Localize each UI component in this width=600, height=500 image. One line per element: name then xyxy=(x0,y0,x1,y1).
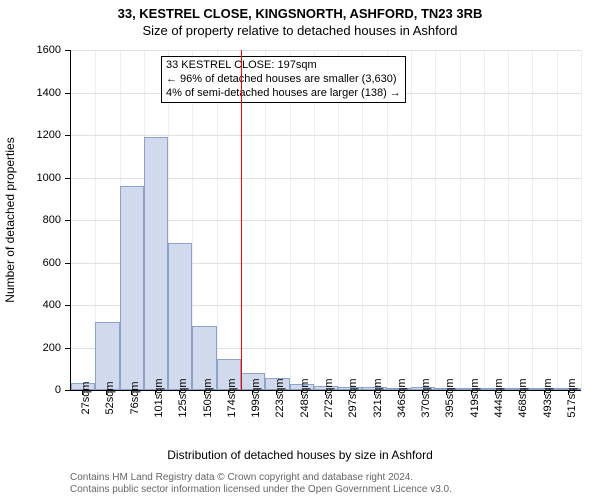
y-tick-label: 0 xyxy=(55,384,61,396)
x-tick-label: 468sqm xyxy=(517,378,529,417)
chart-container: 33, KESTREL CLOSE, KINGSNORTH, ASHFORD, … xyxy=(0,0,600,500)
y-tick-label: 400 xyxy=(43,299,61,311)
x-tick-label: 248sqm xyxy=(299,378,311,417)
annotation-line-3: 4% of semi-detached houses are larger (1… xyxy=(166,87,401,101)
histogram-bar xyxy=(95,322,119,390)
y-tick-label: 1000 xyxy=(37,172,61,184)
annotation-line-2: ← 96% of detached houses are smaller (3,… xyxy=(166,73,401,87)
x-tick-label: 297sqm xyxy=(347,378,359,417)
x-tick-label: 346sqm xyxy=(396,378,408,417)
x-tick-label: 27sqm xyxy=(80,381,92,414)
y-axis-ticks: 02004006008001000120014001600 xyxy=(0,50,65,390)
x-axis-ticks: 27sqm52sqm76sqm101sqm125sqm150sqm174sqm1… xyxy=(70,390,580,450)
x-tick-label: 101sqm xyxy=(153,378,165,417)
chart-title: 33, KESTREL CLOSE, KINGSNORTH, ASHFORD, … xyxy=(0,0,600,21)
x-tick-label: 150sqm xyxy=(202,378,214,417)
chart-subtitle: Size of property relative to detached ho… xyxy=(0,21,600,38)
histogram-bar xyxy=(144,137,168,390)
x-tick-label: 76sqm xyxy=(129,381,141,414)
footer: Contains HM Land Registry data © Crown c… xyxy=(70,472,452,496)
x-tick-label: 52sqm xyxy=(104,381,116,414)
x-tick-label: 395sqm xyxy=(444,378,456,417)
x-axis-label: Distribution of detached houses by size … xyxy=(0,448,600,462)
x-tick-label: 321sqm xyxy=(372,378,384,417)
y-tick-label: 200 xyxy=(43,342,61,354)
histogram-bar xyxy=(120,186,144,390)
x-tick-label: 419sqm xyxy=(469,378,481,417)
x-tick-label: 174sqm xyxy=(226,378,238,417)
x-tick-label: 493sqm xyxy=(542,378,554,417)
x-tick-label: 125sqm xyxy=(177,378,189,417)
x-tick-label: 444sqm xyxy=(493,378,505,417)
x-tick-label: 272sqm xyxy=(323,378,335,417)
grid-line-v xyxy=(581,50,582,390)
footer-line-1: Contains HM Land Registry data © Crown c… xyxy=(70,472,452,484)
x-tick-label: 199sqm xyxy=(250,378,262,417)
y-tick-label: 1400 xyxy=(37,87,61,99)
y-tick-label: 1200 xyxy=(37,129,61,141)
histogram-bar xyxy=(168,243,192,390)
x-tick-label: 517sqm xyxy=(566,378,578,417)
y-tick-label: 600 xyxy=(43,257,61,269)
annotation-line-1: 33 KESTREL CLOSE: 197sqm xyxy=(166,59,401,73)
x-tick-label: 223sqm xyxy=(274,378,286,417)
plot-area: 33 KESTREL CLOSE: 197sqm ← 96% of detach… xyxy=(70,50,581,391)
y-tick-label: 800 xyxy=(43,214,61,226)
footer-line-2: Contains public sector information licen… xyxy=(70,484,452,496)
y-tick-label: 1600 xyxy=(37,44,61,56)
annotation-box: 33 KESTREL CLOSE: 197sqm ← 96% of detach… xyxy=(161,56,406,103)
x-tick-label: 370sqm xyxy=(420,378,432,417)
marker-line xyxy=(241,50,242,390)
